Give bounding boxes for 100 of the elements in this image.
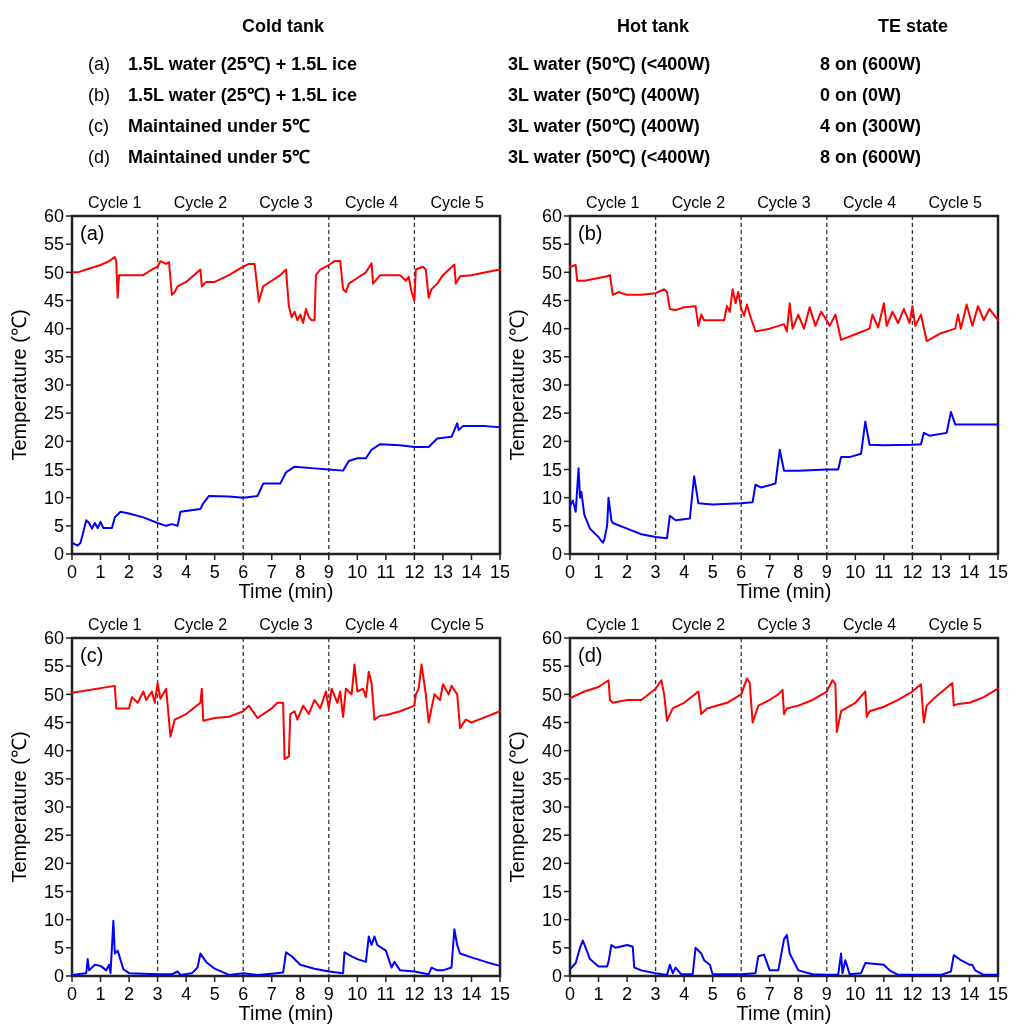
x-tick-label: 1	[593, 984, 604, 1004]
text: Cycle 3	[259, 616, 313, 633]
text: Cycle 2	[173, 616, 228, 633]
x-tick-label: 15	[987, 984, 1009, 1004]
x-tick-label: 15	[489, 562, 511, 582]
x-tick-label: 10	[845, 562, 866, 582]
y-tick-label: 25	[43, 825, 64, 846]
y-tick-label: 30	[541, 375, 562, 396]
text: Cycle 5	[430, 616, 484, 633]
y-tick-label: 15	[541, 881, 562, 902]
x-tick-label: 8	[793, 984, 804, 1004]
text: 0 on (0W)	[820, 85, 901, 105]
x-tick-label: 9	[821, 562, 832, 582]
x-axis-title: Time (min)	[238, 1002, 334, 1024]
x-tick-label: 12	[404, 984, 425, 1004]
text: Cycle 5	[928, 194, 982, 211]
text: Cycle 4	[344, 616, 399, 633]
y-tick-label: 45	[541, 290, 562, 311]
text: 1.5L water (25℃) + 1.5L ice	[128, 85, 357, 105]
chart-title: (a)	[80, 222, 105, 244]
x-tick-label: 5	[707, 562, 718, 582]
x-axis-title: Time (min)	[736, 580, 832, 602]
text: (a)	[88, 54, 110, 74]
y-tick-label: 20	[43, 853, 64, 874]
chart-title: (c)	[80, 644, 104, 666]
line-series	[71, 422, 501, 547]
x-tick-label: 10	[347, 562, 368, 582]
x-tick-label: 15	[489, 984, 511, 1004]
text: Cycle 3	[757, 616, 811, 633]
chart-title: (b)	[578, 222, 603, 244]
x-tick-label: 7	[266, 984, 277, 1004]
x-tick-label: 6	[238, 984, 249, 1004]
text: (b)	[88, 85, 110, 105]
text: Cycle 4	[842, 616, 897, 633]
y-tick-label: 60	[43, 628, 64, 649]
text: Cycle 2	[671, 616, 726, 633]
y-tick-label: 50	[43, 684, 64, 705]
x-tick-label: 7	[266, 562, 277, 582]
y-axis-title: Temperature (℃)	[506, 309, 528, 461]
y-tick-label: 35	[43, 769, 64, 790]
line-series	[569, 933, 999, 976]
x-tick-label: 8	[295, 984, 306, 1004]
y-tick-label: 45	[43, 290, 64, 311]
line-series	[569, 677, 999, 734]
x-tick-label: 3	[152, 562, 163, 582]
text: 4 on (300W)	[820, 116, 922, 136]
x-tick-label: 6	[736, 562, 747, 582]
text: Cycle 5	[430, 194, 484, 211]
x-tick-label: 13	[432, 562, 453, 582]
text: 3L water (50℃) (<400W)	[508, 54, 711, 74]
line-series	[71, 919, 501, 976]
x-tick-label: 11	[376, 562, 396, 582]
y-tick-label: 55	[541, 656, 562, 677]
x-tick-label: 12	[902, 562, 923, 582]
x-tick-label: 3	[650, 562, 661, 582]
x-tick-label: 13	[930, 562, 951, 582]
x-tick-label: 6	[238, 562, 249, 582]
x-tick-label: 14	[461, 562, 482, 582]
line-series	[71, 256, 501, 325]
x-tick-label: 5	[707, 984, 718, 1004]
x-tick-label: 12	[404, 562, 425, 582]
text: 3L water (50℃) (400W)	[508, 116, 700, 136]
text: 3L water (50℃) (<400W)	[508, 147, 711, 167]
y-tick-label: 55	[541, 234, 562, 255]
x-tick-label: 4	[181, 562, 192, 582]
x-tick-label: 4	[679, 984, 690, 1004]
x-tick-label: 13	[930, 984, 951, 1004]
y-axis-title: Temperature (℃)	[506, 731, 528, 883]
text: Cycle 5	[928, 616, 982, 633]
x-tick-label: 8	[793, 562, 804, 582]
text: (d)	[88, 147, 110, 167]
y-tick-label: 25	[541, 403, 562, 424]
text: Cold tank	[241, 16, 325, 36]
text: Cycle 1	[88, 616, 142, 633]
y-tick-label: 35	[541, 347, 562, 368]
x-tick-label: 4	[679, 562, 690, 582]
y-tick-label: 45	[43, 712, 64, 733]
x-tick-label: 5	[209, 562, 220, 582]
text: Cycle 1	[88, 194, 142, 211]
y-tick-label: 60	[43, 206, 64, 227]
y-tick-label: 10	[43, 487, 64, 508]
y-tick-label: 15	[43, 459, 64, 480]
y-tick-label: 10	[43, 909, 64, 930]
text: Maintained under 5℃	[128, 116, 311, 136]
x-tick-label: 7	[764, 562, 775, 582]
y-tick-label: 45	[541, 712, 562, 733]
y-tick-label: 5	[53, 516, 64, 537]
x-tick-label: 6	[736, 984, 747, 1004]
x-tick-label: 14	[959, 984, 980, 1004]
y-tick-label: 40	[43, 318, 64, 339]
text: Cycle 3	[259, 194, 313, 211]
x-tick-label: 2	[124, 984, 135, 1004]
y-tick-label: 35	[541, 769, 562, 790]
y-tick-label: 20	[541, 431, 562, 452]
y-tick-label: 10	[541, 909, 562, 930]
text: 8 on (600W)	[820, 147, 922, 167]
y-tick-label: 55	[43, 234, 64, 255]
y-tick-label: 5	[551, 516, 562, 537]
chart-title: (d)	[578, 644, 603, 666]
y-tick-label: 0	[551, 966, 562, 987]
